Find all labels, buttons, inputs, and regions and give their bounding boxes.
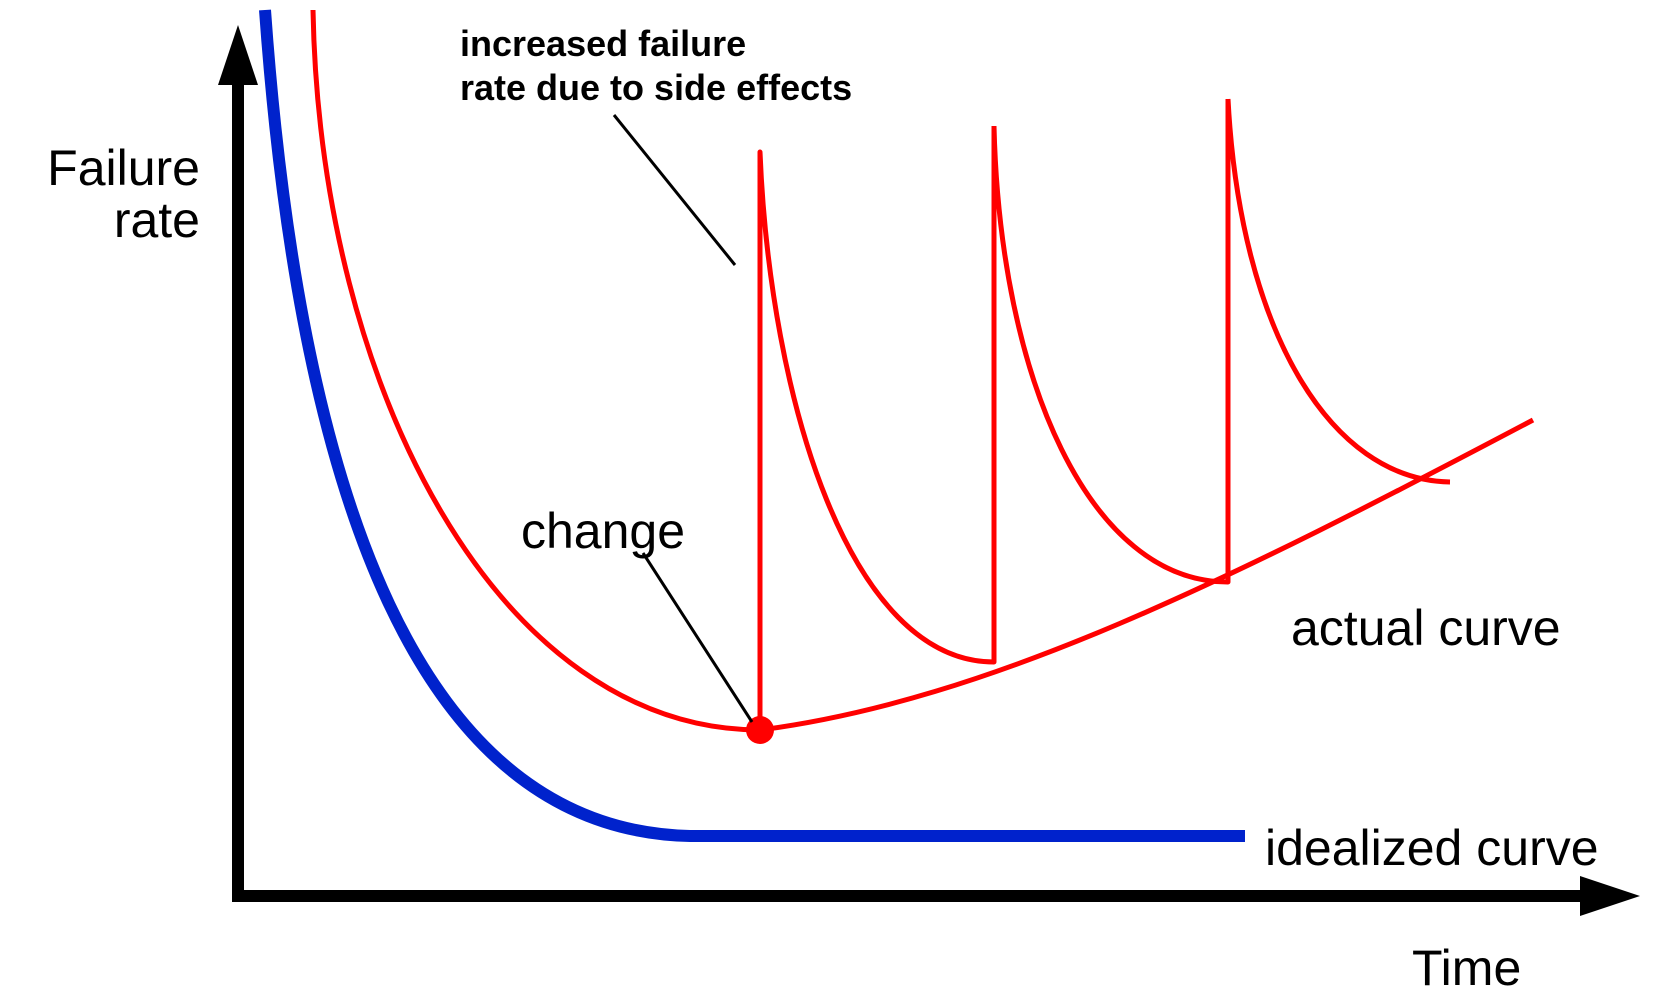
idealized-curve-label: idealized curve — [1265, 820, 1599, 876]
x-axis-label: Time — [1412, 940, 1521, 996]
side-effects-leader-line — [612, 114, 737, 266]
actual-curve-spike-1 — [757, 126, 997, 730]
change-label: change — [521, 503, 685, 559]
actual-curve-spike-2 — [991, 99, 1231, 585]
y-axis-arrowhead — [218, 25, 258, 85]
actual-curve-label: actual curve — [1291, 600, 1561, 656]
x-axis-arrowhead — [1580, 876, 1640, 916]
change-leader-line — [641, 552, 754, 723]
y-axis-label-line2: rate — [114, 192, 200, 248]
idealized-curve — [259, 9, 1245, 842]
side-effects-label-line2: rate due to side effects — [460, 67, 852, 108]
side-effects-label-line1: increased failure — [460, 23, 746, 64]
y-axis-label-line1: Failure — [47, 140, 200, 196]
actual-curve-spike-3 — [1225, 98, 1451, 485]
change-point-marker — [746, 716, 774, 744]
